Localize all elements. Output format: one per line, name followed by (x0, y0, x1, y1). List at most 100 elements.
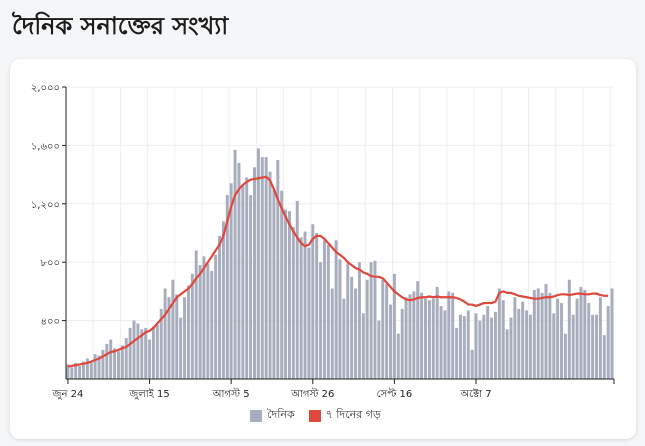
bar-7 (93, 354, 97, 379)
bar-117 (521, 301, 525, 379)
bar-97 (443, 310, 447, 379)
bar-28 (175, 294, 179, 379)
x-tick-label-0: জুন 24 (52, 389, 84, 400)
bar-55 (280, 190, 284, 379)
bar-133 (583, 289, 587, 379)
bar-115 (513, 297, 517, 379)
y-tick-label-0: ৪০০ (41, 317, 61, 328)
bar-132 (579, 287, 583, 379)
bar-72 (346, 263, 350, 379)
bar-114 (509, 317, 513, 379)
legend-item-average[interactable]: ৭ দিনের গড় (308, 406, 381, 425)
bar-85 (396, 333, 400, 379)
bar-100 (455, 327, 459, 379)
bar-4 (82, 361, 85, 379)
bar-111 (497, 288, 501, 379)
bar-94 (431, 298, 435, 379)
bar-35 (202, 256, 206, 379)
y-tick-label-1: ৮০০ (41, 258, 61, 269)
bar-26 (167, 297, 171, 379)
bar-29 (179, 317, 183, 379)
bar-68 (330, 288, 334, 379)
bar-82 (385, 284, 389, 379)
bar-118 (525, 310, 529, 379)
series-line-7-day-average (67, 175, 609, 368)
bar-137 (598, 297, 602, 379)
bar-36 (206, 263, 210, 379)
bar-93 (427, 300, 431, 379)
bar-2 (74, 362, 78, 379)
bar-69 (334, 240, 338, 379)
bar-90 (416, 281, 420, 379)
bar-10 (105, 343, 109, 379)
bar-43 (233, 149, 237, 379)
legend-swatch-average (308, 409, 321, 422)
bar-8 (97, 355, 101, 379)
bar-61 (303, 231, 307, 379)
bar-126 (556, 298, 560, 379)
bar-136 (595, 314, 598, 379)
bar-44 (237, 162, 241, 379)
bar-89 (412, 291, 416, 379)
bar-59 (295, 200, 299, 379)
bar-27 (171, 279, 175, 379)
bar-104 (470, 349, 474, 379)
x-tick-label-4: সেপ্ট 16 (377, 388, 413, 400)
bar-101 (459, 314, 462, 379)
bar-9 (101, 349, 105, 379)
bar-46 (245, 177, 249, 379)
bar-108 (486, 306, 490, 379)
bar-25 (163, 288, 167, 379)
bar-138 (602, 335, 606, 379)
bar-54 (276, 160, 280, 379)
x-tick-label-3: আগস্ট 26 (290, 387, 334, 400)
bar-33 (194, 250, 198, 379)
page-title: দৈনিক সনাক্তের সংখ্যা (12, 12, 229, 40)
bar-37 (210, 270, 214, 379)
bar-116 (517, 308, 521, 379)
bar-49 (256, 148, 260, 379)
bar-91 (420, 292, 424, 379)
bar-80 (377, 320, 381, 379)
bar-50 (260, 157, 264, 379)
bar-131 (575, 298, 579, 379)
bar-84 (392, 273, 396, 379)
bar-112 (501, 300, 505, 379)
bar-86 (400, 308, 404, 379)
bar-78 (369, 262, 373, 379)
bar-23 (155, 324, 159, 379)
bar-6 (89, 361, 93, 379)
bar-47 (249, 195, 253, 379)
legend-label-average: ৭ দিনের গড় (325, 408, 381, 421)
bar-41 (225, 195, 229, 379)
bar-81 (381, 279, 385, 379)
bar-19 (140, 329, 144, 379)
bar-12 (113, 348, 117, 379)
bar-13 (116, 351, 120, 379)
bar-17 (132, 320, 136, 379)
bar-63 (311, 224, 315, 379)
bar-95 (435, 287, 439, 379)
bar-11 (109, 339, 113, 379)
bar-113 (505, 329, 509, 379)
bar-39 (218, 235, 221, 379)
bar-102 (462, 316, 466, 379)
bar-122 (540, 292, 544, 379)
legend-item-daily[interactable]: দৈনিক (250, 406, 295, 425)
bar-0 (66, 364, 70, 379)
bar-56 (284, 209, 288, 379)
bar-74 (354, 288, 358, 379)
y-tick-label-2: ১,২০০ (31, 200, 60, 211)
y-tick-label-4: ২,০০০ (31, 83, 60, 94)
bar-30 (183, 297, 187, 379)
bar-83 (389, 304, 393, 379)
bar-48 (253, 167, 256, 379)
bar-15 (124, 338, 128, 379)
legend-label-daily: দৈনিক (267, 408, 295, 421)
bar-129 (567, 279, 571, 379)
bar-120 (532, 289, 536, 379)
bar-14 (120, 345, 124, 379)
bar-87 (404, 297, 408, 379)
bar-135 (591, 314, 595, 379)
bar-64 (315, 233, 319, 379)
